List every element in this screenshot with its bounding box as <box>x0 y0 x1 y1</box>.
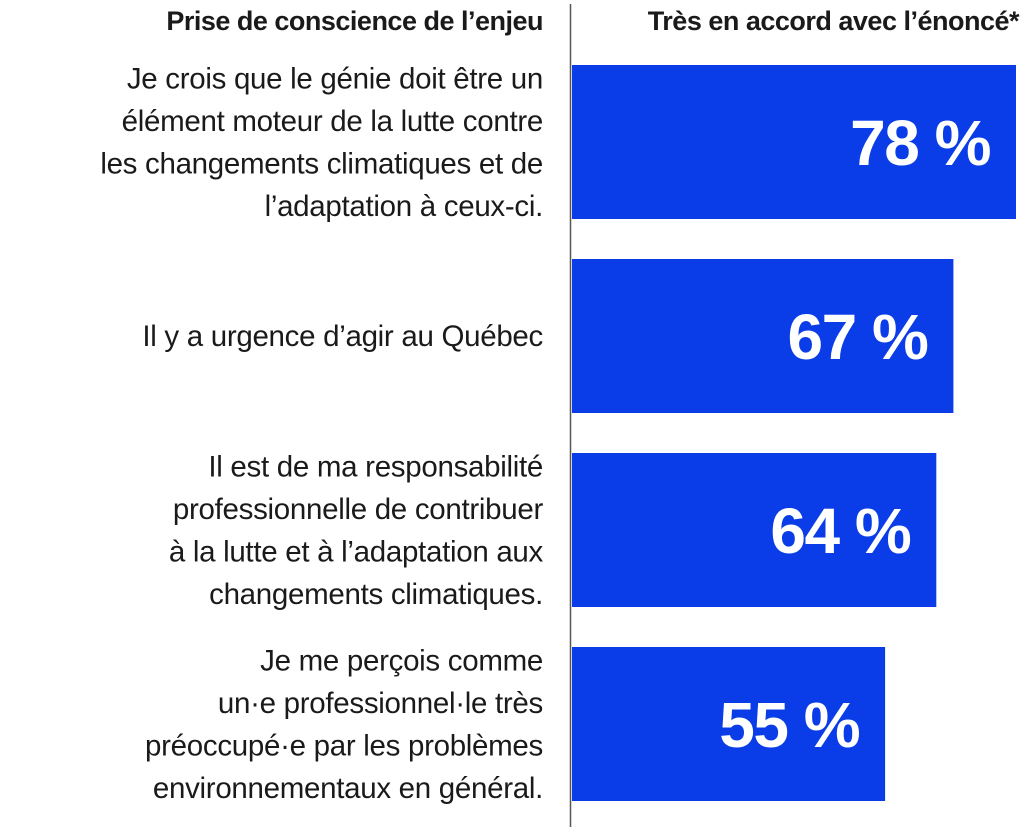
category-label-2-line-1: Il y a urgence d’agir au Québec <box>142 320 543 353</box>
category-label-4-line-1: Je me perçois comme <box>260 644 543 677</box>
bar-2 <box>572 259 954 413</box>
category-label-1-line-2: élément moteur de la lutte contre <box>122 105 543 138</box>
category-label-3-line-2: professionnelle de contribuer <box>173 493 544 526</box>
category-label-1-line-4: l’adaptation à ceux-ci. <box>265 190 543 223</box>
bar-1 <box>572 65 1016 219</box>
category-label-1-line-3: les changements climatiques et de <box>100 147 543 180</box>
category-label-1-line-1: Je crois que le génie doit être un <box>127 62 543 95</box>
value-label-4: 55 % <box>719 689 859 761</box>
category-label-3-line-1: Il est de ma responsabilité <box>208 450 543 483</box>
category-label-4-line-4: environnementaux en général. <box>153 772 543 805</box>
bar-rows: 78 % Je crois que le génie doit être un él… <box>100 62 1016 805</box>
value-label-2: 67 % <box>788 301 928 373</box>
category-label-3-line-4: changements climatiques. <box>209 578 543 611</box>
bar-3 <box>572 453 937 607</box>
right-header: Très en accord avec l’énoncé* <box>648 6 1020 36</box>
category-label-4-line-2: un·e professionnel·le très <box>218 687 543 720</box>
left-header: Prise de conscience de l’enjeu <box>166 6 543 36</box>
category-label-3-line-3: à la lutte et à l’adaptation aux <box>169 535 544 568</box>
category-label-4-line-3: préoccupé·e par les problèmes <box>145 729 543 762</box>
value-label-1: 78 % <box>850 107 990 179</box>
value-label-3: 64 % <box>770 495 910 567</box>
bar-4 <box>572 647 886 801</box>
